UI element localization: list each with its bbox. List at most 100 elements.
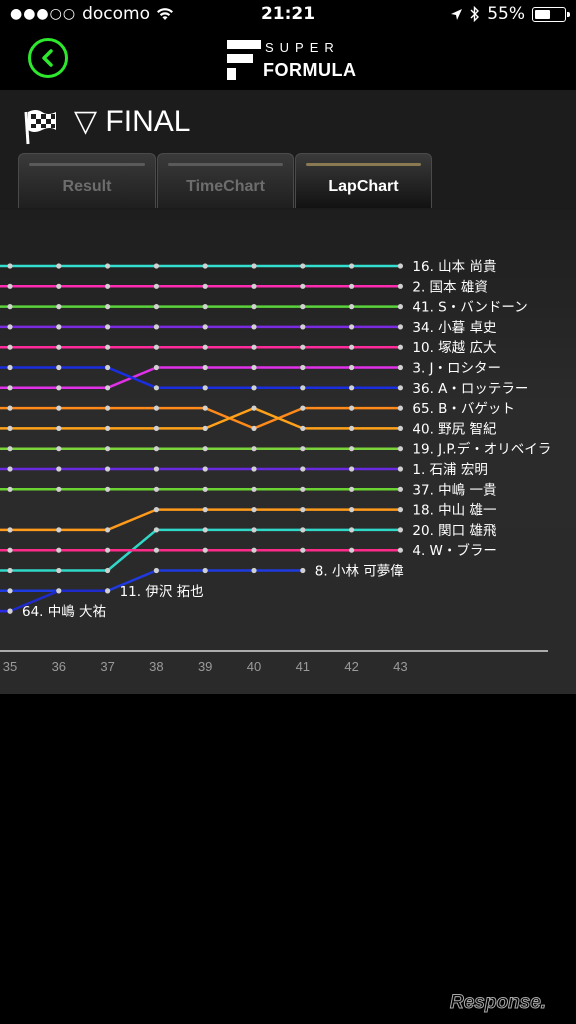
lap-point bbox=[300, 364, 306, 371]
lap-point bbox=[7, 405, 13, 411]
series-group: 19. J.P.デ・オリベイラ bbox=[0, 441, 551, 458]
series-group: 40. 野尻 智紀 bbox=[0, 405, 496, 437]
series-line bbox=[0, 589, 108, 613]
lap-point bbox=[349, 283, 355, 289]
lap-point bbox=[7, 324, 13, 330]
series-group: 20. 関口 雄飛 bbox=[0, 523, 497, 574]
lap-point bbox=[300, 547, 306, 553]
lap-point bbox=[105, 364, 111, 371]
lap-point bbox=[7, 425, 13, 431]
lap-point bbox=[300, 446, 306, 452]
x-tick-label: 38 bbox=[149, 659, 163, 674]
x-tick-label: 43 bbox=[393, 659, 407, 674]
lap-point bbox=[397, 405, 403, 411]
lap-point bbox=[251, 405, 257, 411]
series-group: 8. 小林 可夢偉 bbox=[0, 564, 404, 594]
driver-label: 1. 石浦 宏明 bbox=[412, 462, 487, 478]
lap-point bbox=[56, 405, 62, 411]
lap-point bbox=[7, 466, 13, 472]
lap-point bbox=[56, 263, 62, 269]
x-tick-label: 35 bbox=[3, 659, 17, 674]
lap-point bbox=[300, 466, 306, 472]
lap-point bbox=[397, 263, 403, 269]
driver-label: 3. J・ロシター bbox=[412, 361, 501, 377]
lap-point bbox=[251, 507, 257, 513]
x-tick-label: 39 bbox=[198, 659, 212, 674]
series-group: 41. S・バンドーン bbox=[0, 300, 528, 316]
lap-point bbox=[349, 304, 355, 310]
lap-point bbox=[56, 567, 62, 574]
lap-point bbox=[349, 547, 355, 553]
lap-point bbox=[300, 385, 306, 391]
lap-point bbox=[251, 283, 257, 289]
series-group: 37. 中嶋 一貴 bbox=[0, 482, 496, 498]
lap-point bbox=[202, 425, 208, 431]
lap-point bbox=[251, 486, 257, 492]
lap-point bbox=[56, 588, 62, 594]
tab-timechart[interactable]: TimeChart bbox=[157, 153, 294, 208]
lap-point bbox=[56, 304, 62, 310]
lap-point bbox=[300, 527, 306, 533]
lap-point bbox=[202, 446, 208, 452]
lap-point bbox=[397, 425, 403, 431]
bluetooth-icon bbox=[470, 6, 480, 22]
x-tick-label: 40 bbox=[247, 659, 261, 674]
lap-point bbox=[105, 344, 111, 350]
lap-point bbox=[105, 425, 111, 431]
series-group: 18. 中山 雄一 bbox=[0, 503, 496, 533]
lap-point bbox=[7, 263, 13, 269]
lap-point bbox=[300, 425, 306, 431]
lap-point bbox=[397, 507, 403, 513]
tab-result[interactable]: Result bbox=[18, 153, 156, 208]
lap-point bbox=[202, 385, 208, 391]
lap-chart[interactable]: 35 36 37 38 39 40 41 42 43 16. 山本 尚貴 2. 国本 雄資 41. S… bbox=[0, 210, 576, 694]
lap-point bbox=[397, 283, 403, 289]
lap-point bbox=[202, 547, 208, 553]
lap-point bbox=[202, 344, 208, 350]
back-button[interactable] bbox=[28, 38, 68, 78]
lap-point bbox=[56, 364, 62, 371]
lap-point bbox=[153, 567, 159, 574]
lap-point bbox=[105, 283, 111, 289]
lap-point bbox=[300, 567, 306, 574]
lap-point bbox=[300, 304, 306, 310]
series-group: 16. 山本 尚貴 bbox=[0, 259, 496, 275]
x-tick-label: 41 bbox=[296, 659, 310, 674]
lap-point bbox=[202, 567, 208, 574]
lap-point bbox=[153, 304, 159, 310]
lap-point bbox=[56, 466, 62, 472]
lap-point bbox=[105, 588, 111, 594]
driver-label: 36. A・ロッテラー bbox=[412, 381, 528, 397]
lap-point bbox=[251, 425, 257, 431]
series-group: 10. 塚越 広大 bbox=[0, 340, 496, 356]
lap-point bbox=[251, 567, 257, 574]
tab-lapchart[interactable]: LapChart bbox=[295, 153, 432, 208]
lap-point bbox=[105, 527, 111, 533]
lap-point bbox=[7, 486, 13, 492]
tab-label: TimeChart bbox=[186, 178, 265, 195]
lap-point bbox=[397, 385, 403, 391]
driver-label: 37. 中嶋 一貴 bbox=[412, 482, 496, 498]
lap-point bbox=[202, 304, 208, 310]
lap-point bbox=[397, 344, 403, 350]
status-right-group: 55% bbox=[450, 4, 570, 24]
driver-label: 40. 野尻 智紀 bbox=[412, 421, 496, 437]
driver-label: 64. 中嶋 大祐 bbox=[22, 604, 106, 620]
series-group: 36. A・ロッテラー bbox=[0, 364, 528, 397]
lap-point bbox=[56, 425, 62, 431]
lap-point bbox=[251, 446, 257, 452]
driver-label: 34. 小暮 卓史 bbox=[412, 320, 497, 336]
lap-point bbox=[7, 344, 13, 350]
session-dropdown[interactable]: ▽ FINAL bbox=[74, 105, 191, 138]
lap-point bbox=[349, 364, 355, 371]
lap-point bbox=[153, 283, 159, 289]
lap-point bbox=[202, 263, 208, 269]
logo-super-text: SUPER bbox=[265, 40, 340, 55]
driver-label: 18. 中山 雄一 bbox=[412, 503, 496, 519]
lap-point bbox=[397, 547, 403, 553]
lap-point bbox=[251, 263, 257, 269]
lap-point bbox=[397, 527, 403, 533]
lap-point bbox=[202, 527, 208, 533]
lap-point bbox=[202, 405, 208, 411]
tab-indicator bbox=[168, 163, 283, 166]
